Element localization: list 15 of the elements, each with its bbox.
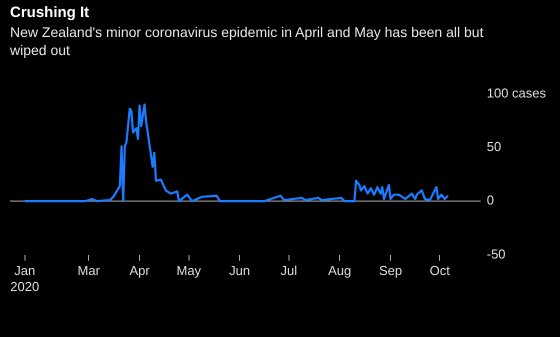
x-tick-label: Jun	[229, 263, 250, 278]
y-tick-label: 50	[486, 139, 502, 154]
chart-subtitle: New Zealand's minor coronavirus epidemic in April and May has been all but wiped out	[10, 23, 484, 59]
y-tick-label: 0	[486, 192, 494, 208]
y-tick-label: 100 cases	[486, 85, 546, 100]
x-tick-label: Sep	[378, 263, 402, 278]
chart-title: Crushing It	[10, 4, 90, 21]
x-tick-label: Oct	[430, 263, 450, 278]
x-tick-label: Aug	[328, 263, 352, 278]
x-tick-label: Mar	[78, 263, 101, 278]
x-tick-label: May	[176, 263, 202, 278]
x-tick-label: Jul	[280, 263, 298, 278]
y-tick-label: -50	[486, 246, 506, 262]
x-tick-label: Apr	[129, 263, 150, 278]
x-tick-label: Jan 2020	[10, 263, 40, 294]
